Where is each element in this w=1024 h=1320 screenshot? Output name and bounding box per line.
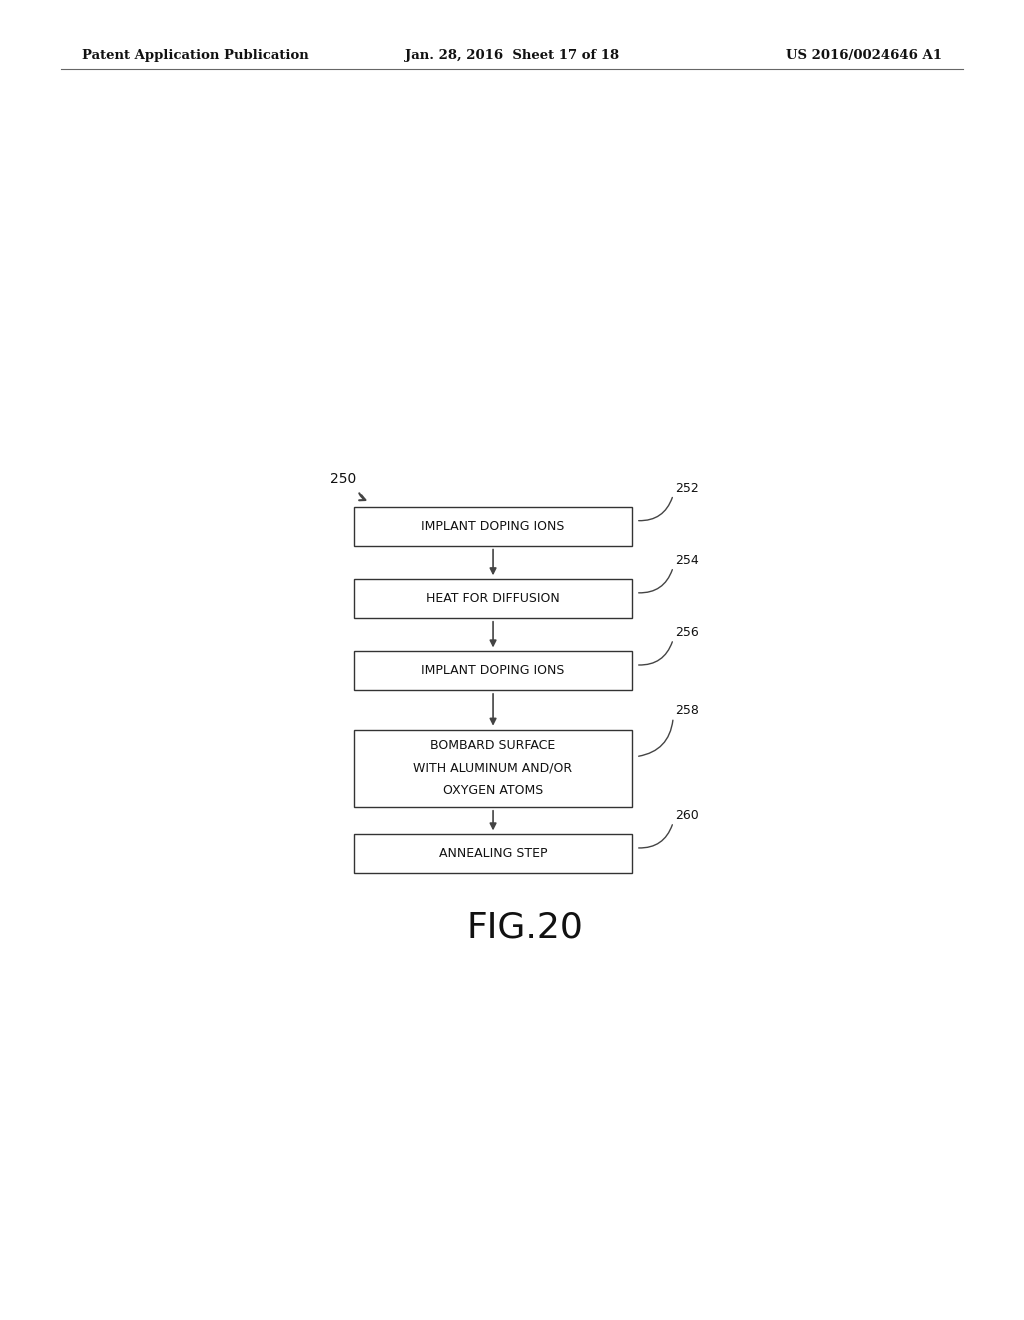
Text: FIG.20: FIG.20 xyxy=(466,911,584,945)
Bar xyxy=(354,834,632,873)
Text: 260: 260 xyxy=(676,809,699,822)
Text: HEAT FOR DIFFUSION: HEAT FOR DIFFUSION xyxy=(426,591,560,605)
Text: 250: 250 xyxy=(331,471,356,486)
Text: BOMBARD SURFACE: BOMBARD SURFACE xyxy=(430,739,556,752)
Bar xyxy=(354,507,632,545)
Text: IMPLANT DOPING IONS: IMPLANT DOPING IONS xyxy=(421,664,565,677)
Text: OXYGEN ATOMS: OXYGEN ATOMS xyxy=(443,784,543,797)
Text: US 2016/0024646 A1: US 2016/0024646 A1 xyxy=(786,49,942,62)
Bar xyxy=(354,730,632,807)
Text: ANNEALING STEP: ANNEALING STEP xyxy=(439,847,547,861)
Text: Patent Application Publication: Patent Application Publication xyxy=(82,49,308,62)
Text: Jan. 28, 2016  Sheet 17 of 18: Jan. 28, 2016 Sheet 17 of 18 xyxy=(404,49,620,62)
Text: 256: 256 xyxy=(676,626,699,639)
Text: IMPLANT DOPING IONS: IMPLANT DOPING IONS xyxy=(421,520,565,533)
Text: 258: 258 xyxy=(676,705,699,718)
Text: WITH ALUMINUM AND/OR: WITH ALUMINUM AND/OR xyxy=(414,762,572,775)
Text: 252: 252 xyxy=(676,482,699,495)
Bar xyxy=(354,651,632,690)
Bar xyxy=(354,579,632,618)
Text: 254: 254 xyxy=(676,554,699,568)
